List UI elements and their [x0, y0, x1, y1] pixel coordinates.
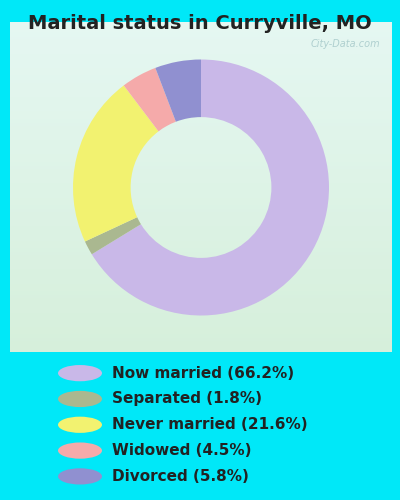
Wedge shape [73, 86, 158, 241]
Wedge shape [124, 68, 176, 132]
Text: Never married (21.6%): Never married (21.6%) [112, 418, 308, 432]
Circle shape [58, 365, 102, 382]
Text: Separated (1.8%): Separated (1.8%) [112, 392, 262, 406]
Text: Now married (66.2%): Now married (66.2%) [112, 366, 294, 380]
Wedge shape [155, 60, 201, 122]
Text: Marital status in Curryville, MO: Marital status in Curryville, MO [28, 14, 372, 33]
Circle shape [58, 391, 102, 407]
Text: City-Data.com: City-Data.com [311, 39, 380, 49]
Wedge shape [92, 60, 329, 316]
Text: Divorced (5.8%): Divorced (5.8%) [112, 469, 249, 484]
Circle shape [58, 468, 102, 484]
Text: Widowed (4.5%): Widowed (4.5%) [112, 443, 252, 458]
Circle shape [58, 416, 102, 433]
Circle shape [58, 442, 102, 458]
Wedge shape [85, 217, 141, 254]
